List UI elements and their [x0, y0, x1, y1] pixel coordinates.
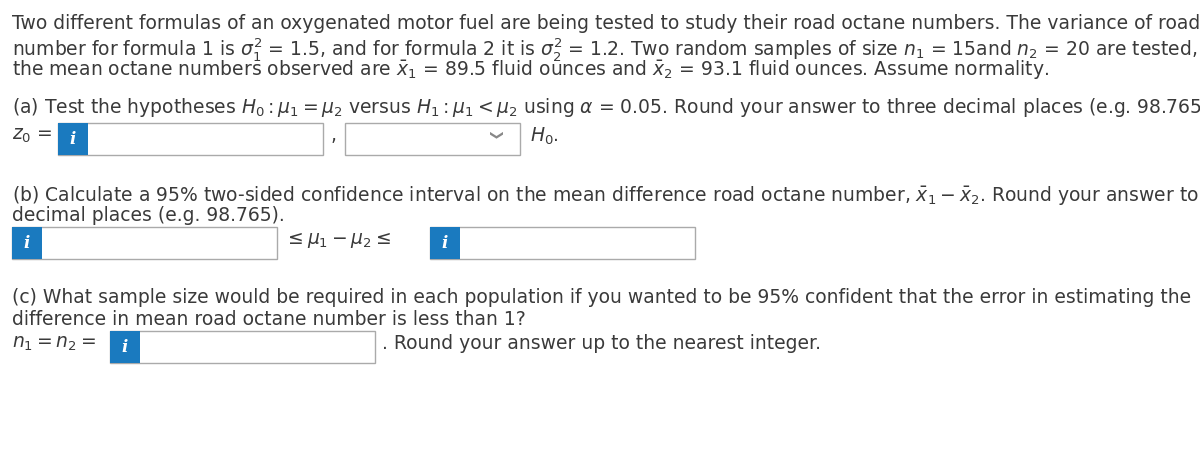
FancyBboxPatch shape [12, 228, 42, 259]
Text: number for formula 1 is $\sigma_1^2$ = 1.5, and for formula 2 it is $\sigma_2^2$: number for formula 1 is $\sigma_1^2$ = 1… [12, 36, 1200, 63]
FancyBboxPatch shape [346, 124, 520, 156]
Text: i: i [24, 235, 30, 252]
Text: decimal places (e.g. 98.765).: decimal places (e.g. 98.765). [12, 206, 284, 224]
Text: $n_1 = n_2 =$: $n_1 = n_2 =$ [12, 333, 96, 352]
FancyBboxPatch shape [12, 228, 277, 259]
Text: i: i [70, 131, 76, 148]
Text: $H_0$.: $H_0$. [530, 126, 559, 147]
Text: difference in mean road octane number is less than 1?: difference in mean road octane number is… [12, 309, 526, 328]
Text: ❯: ❯ [487, 130, 500, 140]
Text: $z_0$ =: $z_0$ = [12, 126, 53, 145]
Text: i: i [442, 235, 448, 252]
FancyBboxPatch shape [110, 331, 374, 363]
FancyBboxPatch shape [58, 124, 88, 156]
Text: . Round your answer up to the nearest integer.: . Round your answer up to the nearest in… [382, 333, 821, 352]
Text: (b) Calculate a 95% two-sided confidence interval on the mean difference road oc: (b) Calculate a 95% two-sided confidence… [12, 184, 1200, 207]
Text: i: i [122, 339, 128, 356]
Text: (c) What sample size would be required in each population if you wanted to be 95: (c) What sample size would be required i… [12, 287, 1192, 306]
Text: (a) Test the hypotheses $H_0 : \mu_1 = \mu_2$ versus $H_1 : \mu_1 < \mu_2$ using: (a) Test the hypotheses $H_0 : \mu_1 = \… [12, 96, 1200, 119]
Text: the mean octane numbers observed are $\bar{x}_1$ = 89.5 fluid ounces and $\bar{x: the mean octane numbers observed are $\b… [12, 58, 1049, 81]
Text: Two different formulas of an oxygenated motor fuel are being tested to study the: Two different formulas of an oxygenated … [12, 14, 1200, 33]
FancyBboxPatch shape [58, 124, 323, 156]
Text: $\leq \mu_1 - \mu_2 \leq$: $\leq \mu_1 - \mu_2 \leq$ [284, 230, 391, 249]
FancyBboxPatch shape [430, 228, 460, 259]
FancyBboxPatch shape [110, 331, 140, 363]
FancyBboxPatch shape [430, 228, 695, 259]
Text: ,: , [330, 126, 336, 145]
